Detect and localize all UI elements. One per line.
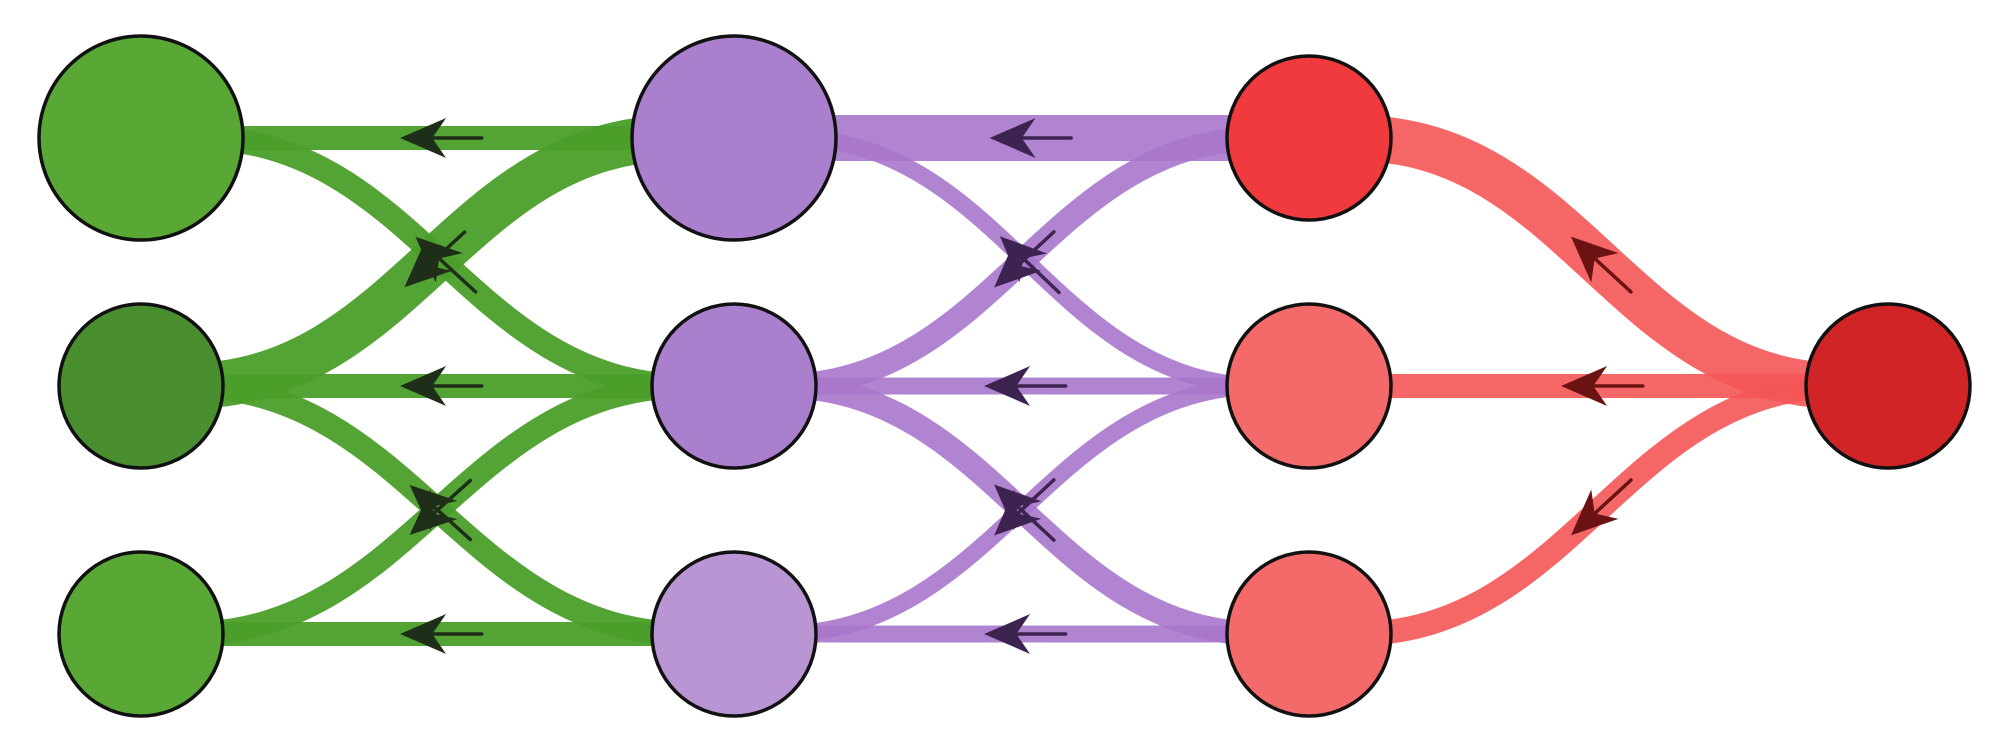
arrow-p2-to-g1 [415,236,478,294]
arrow-head [415,236,463,283]
node-g3 [57,550,225,718]
arrow-r1-to-p1 [989,118,1073,158]
arrow-head [404,241,452,288]
node-r1 [1225,54,1393,222]
arrow-s-to-r3 [1571,478,1633,536]
arrow-head [400,118,447,158]
arrow-head [984,614,1031,654]
arrow-head [1571,236,1619,283]
node-p2 [650,302,818,470]
node-r2 [1225,302,1393,470]
node-g1 [37,34,245,242]
arrow-head [400,614,447,654]
arrow-head [989,118,1036,158]
node-r3 [1225,550,1393,718]
arrow-r2-to-p2 [984,366,1068,406]
arrow-head [999,236,1048,283]
arrow-head [994,241,1042,288]
arrow-head [994,489,1042,536]
arrow-head [409,485,458,531]
node-g2 [57,302,225,470]
arrow-head [1561,366,1608,406]
arrows-layer [400,118,1645,654]
arrow-p1-to-g1 [400,118,484,158]
nodes-layer [37,34,1972,718]
arrow-p3-to-g3 [400,614,484,654]
arrow-head [409,489,458,535]
arrow-r3-to-p3 [984,614,1068,654]
node-s [1804,302,1972,470]
arrow-s-to-r2 [1561,366,1645,406]
arrow-p2-to-g2 [400,366,484,406]
arrow-r2-to-p1 [999,236,1061,295]
node-p1 [630,34,838,242]
arrow-s-to-r1 [1571,236,1633,294]
arrow-head [1571,489,1619,536]
arrow-head [994,484,1042,531]
arrow-r3-to-p2 [994,484,1056,542]
node-p3 [650,550,818,718]
arrow-head [400,366,447,406]
arrow-head [984,366,1031,406]
arrow-p3-to-g2 [409,485,473,542]
